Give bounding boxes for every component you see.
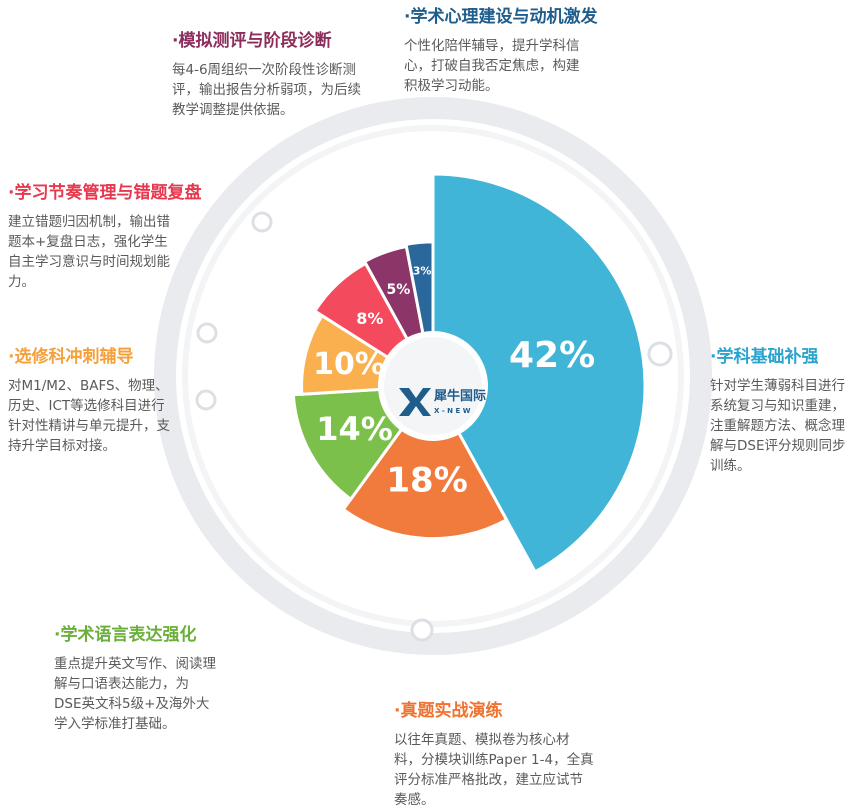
- annotation-psychology: ·学术心理建设与动机激发 个性化陪伴辅导，提升学科信心，打破自我否定焦虑，构建积…: [404, 6, 634, 96]
- annotation-desc: 对M1/M2、BAFS、物理、历史、ICT等选修科目进行针对性精讲与单元提升，支…: [8, 378, 170, 454]
- slice-label: 3%: [413, 265, 432, 278]
- annotation-language: ·学术语言表达强化 重点提升英文写作、阅读理解与口语表达能力，为DSE英文科5级…: [54, 624, 254, 734]
- annotation-electives: ·选修科冲刺辅导 对M1/M2、BAFS、物理、历史、ICT等选修科目进行针对性…: [8, 346, 188, 456]
- annotation-desc: 个性化陪伴辅导，提升学科信心，打破自我否定焦虑，构建积极学习动能。: [404, 38, 580, 94]
- ring-dot: [196, 322, 218, 344]
- annotation-rhythm: ·学习节奏管理与错题复盘 建立错题归因机制，输出错题本+复盘日志，强化学生自主学…: [8, 182, 248, 292]
- slice-label: 8%: [356, 309, 383, 328]
- slice-label: 5%: [387, 282, 411, 298]
- slice-label: 14%: [316, 410, 393, 448]
- annotation-foundation: ·学科基础补强 针对学生薄弱科目进行系统复习与知识重建，注重解题方法、概念理解与…: [710, 346, 855, 476]
- center-logo: 犀牛国际 X - N E W: [378, 331, 488, 441]
- annotation-assessment: ·模拟测评与阶段诊断 每4-6周组织一次阶段性诊断测评，输出报告分析弱项，为后续…: [172, 30, 372, 120]
- labels-layer: 42% 18% 14% 10% 8%5%3%: [313, 265, 595, 501]
- annotation-title: ·学习节奏管理与错题复盘: [8, 183, 202, 203]
- annotation-title: ·选修科冲刺辅导: [8, 347, 134, 367]
- annotation-title: ·学术语言表达强化: [54, 625, 197, 645]
- slice-label: 10%: [313, 347, 385, 382]
- logo-mark-icon: [399, 388, 431, 416]
- annotation-title: ·学术心理建设与动机激发: [404, 7, 598, 27]
- inner-ring-decoration: [182, 125, 684, 627]
- pie-slice: [341, 383, 509, 541]
- annotation-desc: 建立错题归因机制，输出错题本+复盘日志，强化学生自主学习意识与时间规划能力。: [8, 214, 170, 290]
- annotation-title: ·真题实战演练: [394, 701, 503, 721]
- logo-brand: 犀牛国际: [434, 388, 486, 404]
- ring-dot: [647, 341, 673, 367]
- ring-dot: [410, 618, 434, 642]
- ring-dot: [251, 211, 273, 233]
- annotation-desc: 重点提升英文写作、阅读理解与口语表达能力，为DSE英文科5级+及海外大学入学标准…: [54, 656, 216, 732]
- annotation-desc: 以往年真题、模拟卷为核心材料，分模块训练Paper 1-4，全真评分标准严格批改…: [394, 732, 594, 808]
- logo-brand-en: X - N E W: [434, 407, 471, 415]
- annotation-desc: 针对学生薄弱科目进行系统复习与知识重建，注重解题方法、概念理解与DSE评分规则同…: [710, 378, 846, 474]
- annotation-desc: 每4-6周组织一次阶段性诊断测评，输出报告分析弱项，为后续教学调整提供依据。: [172, 62, 361, 118]
- outer-ring-decoration: [154, 97, 712, 655]
- annotation-title: ·模拟测评与阶段诊断: [172, 31, 332, 51]
- pie-slice: [431, 172, 647, 574]
- slice-label: 18%: [386, 461, 467, 501]
- ring-dot: [195, 389, 217, 411]
- center-circle: [378, 331, 488, 441]
- slice-label: 42%: [509, 335, 595, 376]
- annotation-title: ·学科基础补强: [710, 347, 819, 367]
- annotation-exam-practice: ·真题实战演练 以往年真题、模拟卷为核心材料，分模块训练Paper 1-4，全真…: [394, 700, 614, 810]
